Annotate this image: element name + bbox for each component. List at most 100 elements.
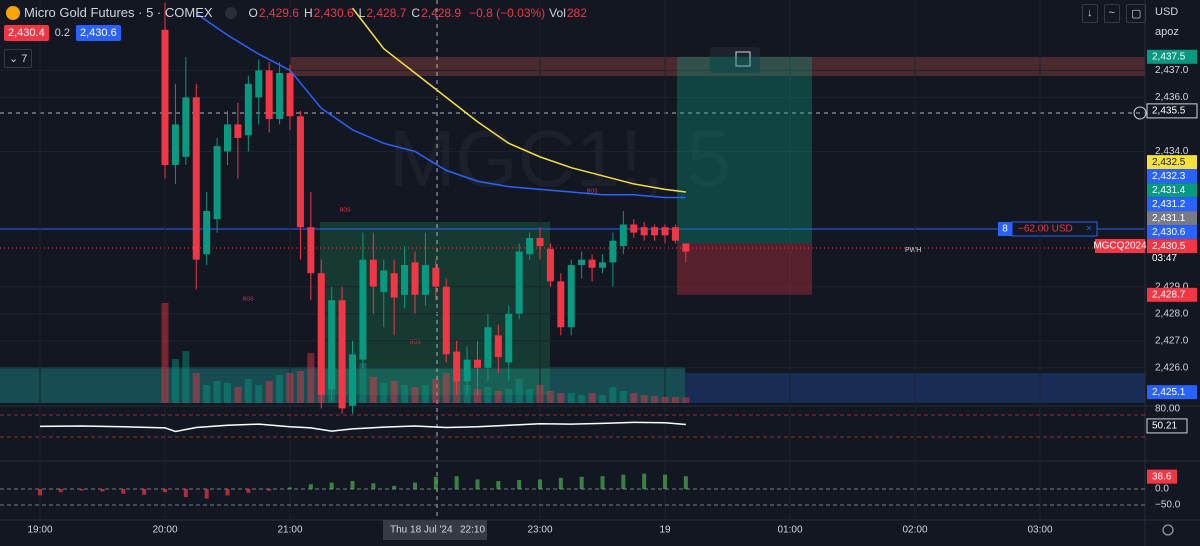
volume-bar: [494, 391, 502, 403]
indicators-count: 7: [21, 53, 28, 65]
volume-bar: [484, 387, 492, 403]
volume-bar: [505, 389, 513, 403]
osc-bar: [475, 479, 480, 489]
candle-body: [599, 262, 606, 268]
candle-body: [328, 300, 336, 390]
volume-bar: [640, 395, 648, 403]
moving-average: [351, 7, 686, 193]
volume-bar: [630, 393, 638, 403]
volume-bar: [619, 391, 627, 403]
x-tick-label: 01:00: [777, 525, 802, 536]
ohlc-key: L: [358, 5, 366, 20]
candle-body: [515, 251, 523, 314]
candle-body: [255, 70, 263, 98]
volume-bar: [234, 387, 242, 403]
volume-bar: [421, 385, 429, 403]
user[interactable]: apoz: [1155, 26, 1179, 38]
indicators-toggle[interactable]: ⌄ 7: [4, 49, 33, 68]
volume-bar: [307, 353, 315, 403]
settings-icon[interactable]: [1162, 524, 1174, 536]
osc-bar: [58, 489, 63, 493]
ohlc-key: O: [248, 5, 258, 20]
currency[interactable]: USD: [1155, 6, 1179, 18]
candle-body: [224, 124, 231, 152]
volume-bar: [192, 373, 200, 403]
rsi-line: [39, 421, 686, 433]
wave-icon[interactable]: ~: [1103, 4, 1120, 23]
candle-body: [651, 227, 659, 236]
volume-bar: [161, 303, 169, 403]
price-tag: [1146, 103, 1198, 119]
price-tag-label: 2,428.7: [1152, 289, 1186, 300]
select-icon[interactable]: [735, 51, 751, 67]
bos-label: BOS: [587, 188, 598, 194]
volume-bar: [296, 371, 304, 403]
x-tick-label: 21:00: [277, 525, 302, 536]
candle-body: [546, 248, 554, 282]
osc-tick-label: 0.0: [1155, 484, 1169, 495]
price-tag: [1147, 183, 1197, 198]
y-tick-label: 2,436.0: [1155, 92, 1189, 103]
candle-body: [640, 227, 648, 236]
candle-body: [286, 73, 294, 117]
osc-bar: [79, 489, 84, 491]
price-tag: [1147, 211, 1197, 226]
moving-average: [195, 12, 686, 199]
candle-body: [463, 359, 471, 382]
down-icon[interactable]: ↓: [1082, 4, 1098, 23]
candle-body: [182, 97, 190, 157]
osc-tag-label: 38.6: [1152, 471, 1172, 482]
price-tag-label: 2,430.6: [1152, 227, 1186, 238]
price-tag-label: 2,431.1: [1152, 213, 1186, 224]
candle-body: [161, 29, 169, 165]
range-box: [320, 222, 550, 395]
candle-body: [421, 265, 429, 295]
buy-button[interactable]: 2,430.6: [76, 25, 121, 41]
price-tag-label: 2,431.4: [1152, 185, 1186, 196]
volume-bar: [244, 379, 252, 403]
volume-bar: [171, 359, 179, 403]
volume-bar: [515, 379, 523, 403]
x-tick-label: 03:00: [1027, 525, 1052, 536]
volume-bar: [588, 393, 596, 403]
candle-body: [484, 327, 492, 368]
candle-body: [494, 335, 502, 358]
osc-bar: [642, 473, 647, 489]
price-tag: [1147, 225, 1197, 240]
volume-bar: [609, 387, 617, 403]
vol: 282: [566, 5, 587, 20]
osc-bar: [621, 474, 626, 489]
market-icon: [224, 6, 237, 19]
price-tag-label: 2,425.1: [1152, 387, 1186, 398]
qty-box[interactable]: [998, 222, 1012, 236]
price-tag: [1147, 385, 1197, 400]
price-tag: [1147, 155, 1197, 170]
qty: 8: [1002, 224, 1008, 235]
candle-body: [369, 259, 377, 287]
candle-body: [359, 259, 367, 360]
candle-body: [474, 359, 481, 368]
watermark: MGC1!, 5: [389, 114, 731, 203]
candle-body: [526, 238, 534, 255]
osc-bar: [558, 477, 563, 489]
symbol: Micro Gold Futures · 5 · COMEX: [24, 5, 213, 20]
candle-body: [661, 227, 669, 236]
candle-body: [276, 73, 284, 120]
rsi-tag: [1146, 418, 1188, 434]
close-icon[interactable]: ×: [1086, 224, 1092, 235]
add-icon[interactable]: [1133, 106, 1147, 120]
volume-bar: [536, 385, 544, 403]
crosshair-time: 22:10: [460, 525, 485, 536]
sell-button[interactable]: 2,430.4: [4, 25, 49, 41]
symbol-icon: [6, 5, 20, 20]
spread: 0.2: [54, 27, 70, 39]
candle-body: [213, 146, 221, 220]
box-icon[interactable]: ▢: [1125, 4, 1147, 23]
volume-bar: [671, 397, 679, 403]
target-zone: [677, 56, 812, 244]
volume-bar: [599, 395, 606, 403]
pnl-box[interactable]: [1011, 221, 1098, 237]
candle-body: [317, 273, 325, 395]
pnl: −62.00 USD: [1018, 224, 1073, 235]
